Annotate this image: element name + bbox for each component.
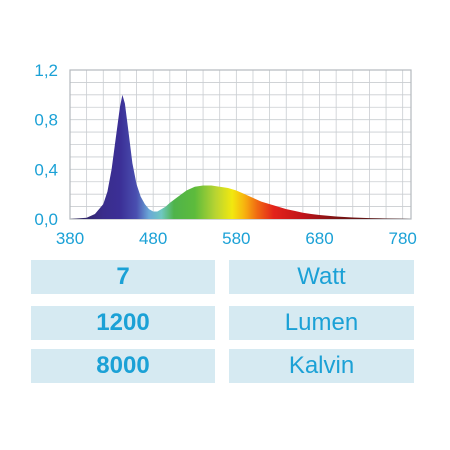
x-tick-label: 680 bbox=[305, 229, 333, 248]
x-tick-label: 480 bbox=[139, 229, 167, 248]
spectrum-area bbox=[70, 94, 411, 219]
spectrum-chart: 380 480 580 680 780 0,0 0,4 0,8 1,2 bbox=[34, 61, 417, 248]
wattage-unit: Watt bbox=[229, 260, 414, 294]
color-temperature-value: 8000 bbox=[31, 349, 215, 383]
lumen-value: 1200 bbox=[31, 306, 215, 340]
y-tick-label: 1,2 bbox=[34, 61, 58, 80]
x-tick-label: 780 bbox=[388, 229, 416, 248]
spec-row-watt: 7 Watt bbox=[31, 260, 414, 294]
lumen-unit: Lumen bbox=[229, 306, 414, 340]
spectrum-chart-svg: 380 480 580 680 780 0,0 0,4 0,8 1,2 bbox=[34, 61, 417, 248]
axis-tick-labels: 380 480 580 680 780 0,0 0,4 0,8 1,2 bbox=[34, 61, 417, 248]
spectrum-series-0 bbox=[70, 94, 411, 219]
y-tick-label: 0,0 bbox=[34, 210, 58, 229]
y-tick-label: 0,4 bbox=[34, 160, 58, 179]
x-tick-label: 380 bbox=[56, 229, 84, 248]
y-tick-label: 0,8 bbox=[34, 111, 58, 130]
x-tick-label: 580 bbox=[222, 229, 250, 248]
color-temperature-unit: Kalvin bbox=[229, 349, 414, 383]
wattage-value: 7 bbox=[31, 260, 215, 294]
spec-row-kelvin: 8000 Kalvin bbox=[31, 349, 414, 383]
spec-row-lumen: 1200 Lumen bbox=[31, 306, 414, 340]
